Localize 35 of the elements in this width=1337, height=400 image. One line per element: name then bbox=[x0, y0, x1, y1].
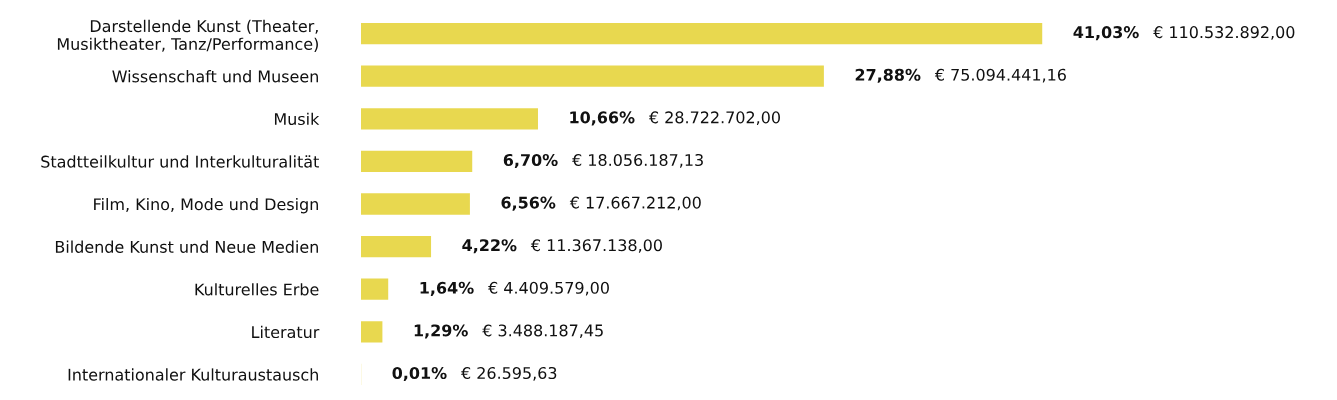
data-label: 1,29% bbox=[414, 324, 468, 339]
data-label: 0,01% bbox=[392, 366, 447, 382]
y-tick-label: Musik bbox=[274, 112, 320, 126]
data-label: 6,56% bbox=[501, 196, 556, 211]
data-label: 4,22% bbox=[462, 239, 517, 254]
annotation: € 4.409.579,00 bbox=[488, 281, 609, 296]
y-tick-label: Bildende Kunst und Neue Medien bbox=[55, 240, 318, 253]
annotation: € 26.595,63 bbox=[461, 366, 557, 381]
y-tick-label: Wissenschaft und Museen bbox=[112, 70, 318, 83]
annotation: € 75.094.441,16 bbox=[934, 68, 1066, 83]
data-label: 6,70% bbox=[503, 153, 558, 169]
bar bbox=[360, 321, 383, 343]
annotation: € 17.667.212,00 bbox=[569, 196, 701, 211]
bar bbox=[360, 278, 389, 300]
y-tick-label: Literatur bbox=[252, 325, 320, 339]
data-label: 41,03% bbox=[1073, 26, 1139, 41]
y-tick-label: Film, Kino, Mode und Design bbox=[94, 197, 318, 214]
y-tick-label: Internationaler Kulturaustausch bbox=[68, 368, 318, 381]
data-label: 27,88% bbox=[855, 68, 921, 83]
bar bbox=[360, 150, 473, 173]
data-label: 1,64% bbox=[420, 281, 474, 296]
annotation: € 11.367.138,00 bbox=[530, 239, 662, 253]
bar bbox=[360, 108, 538, 130]
data-label: 10,66% bbox=[570, 111, 635, 126]
y-tick-label: Stadtteilkultur und Interkulturalität bbox=[41, 155, 319, 168]
annotation: € 3.488.187,45 bbox=[482, 324, 603, 339]
bar bbox=[360, 235, 432, 258]
bar bbox=[360, 65, 824, 87]
text: € 110.532.892,00 bbox=[1153, 26, 1295, 40]
y-tick-label: Kulturelles Erbe bbox=[195, 283, 319, 296]
annotation: € 18.056.187,13 bbox=[572, 153, 703, 168]
y-tick-label: Darstellende Kunst (Theater, Musiktheater, Tanz/Performance) bbox=[57, 19, 318, 52]
bar bbox=[360, 22, 1043, 45]
annotation: € 28.722.702,00 bbox=[648, 111, 780, 126]
bar bbox=[360, 193, 470, 215]
